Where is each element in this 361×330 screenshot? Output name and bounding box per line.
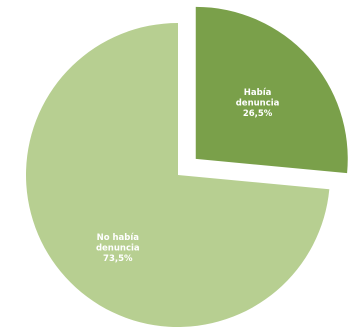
pie-slice-0: [195, 6, 348, 174]
pie-slice-category: No había: [97, 233, 140, 243]
pie-slice-1: [25, 23, 330, 327]
pie-labels: Había denuncia 26,5%No había denuncia 73,5%: [96, 88, 280, 264]
pie-slice-category: Había: [244, 88, 272, 98]
pie-slice-value: 26,5%: [243, 109, 273, 119]
pie-slice-label-1: No había denuncia 73,5%: [96, 233, 140, 264]
pie-slice-value: 73,5%: [103, 254, 133, 264]
pie-slice-category: denuncia: [236, 99, 280, 109]
pie-slice-category: denuncia: [96, 244, 140, 254]
pie-slice-label-0: Había denuncia 26,5%: [236, 88, 280, 119]
pie-slices: [25, 6, 348, 327]
